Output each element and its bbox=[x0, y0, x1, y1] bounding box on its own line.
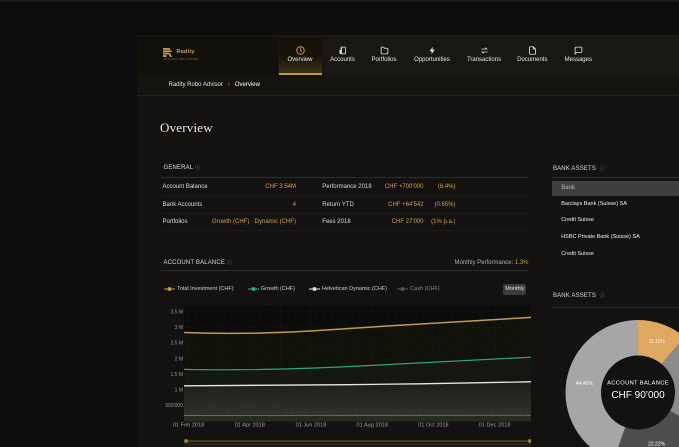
svg-text:1 M: 1 M bbox=[175, 388, 183, 394]
svg-text:ACCOUNT BALANCE: ACCOUNT BALANCE bbox=[607, 380, 669, 386]
svg-text:2.5 M: 2.5 M bbox=[170, 341, 183, 347]
svg-text:2 M: 2 M bbox=[175, 356, 183, 362]
svg-text:1.5 M: 1.5 M bbox=[170, 372, 183, 378]
svg-text:CHF 90’000: CHF 90’000 bbox=[611, 390, 665, 401]
svg-text:01 Aug 2018: 01 Aug 2018 bbox=[356, 423, 387, 429]
svg-text:11.11%: 11.11% bbox=[648, 339, 665, 345]
svg-text:3.5 M: 3.5 M bbox=[170, 310, 183, 316]
svg-text:22.22%: 22.22% bbox=[648, 442, 666, 447]
svg-text:01 Apr 2018: 01 Apr 2018 bbox=[235, 423, 265, 429]
svg-text:01 Jun 2018: 01 Jun 2018 bbox=[296, 423, 327, 429]
svg-text:500'000: 500'000 bbox=[165, 403, 183, 409]
svg-text:01 Feb 2018: 01 Feb 2018 bbox=[173, 423, 204, 429]
svg-text:3 M: 3 M bbox=[175, 325, 183, 331]
svg-text:44.45%: 44.45% bbox=[576, 381, 594, 387]
svg-text:01 Dec 2018: 01 Dec 2018 bbox=[479, 423, 511, 429]
svg-text:01 Oct 2018: 01 Oct 2018 bbox=[418, 423, 448, 429]
